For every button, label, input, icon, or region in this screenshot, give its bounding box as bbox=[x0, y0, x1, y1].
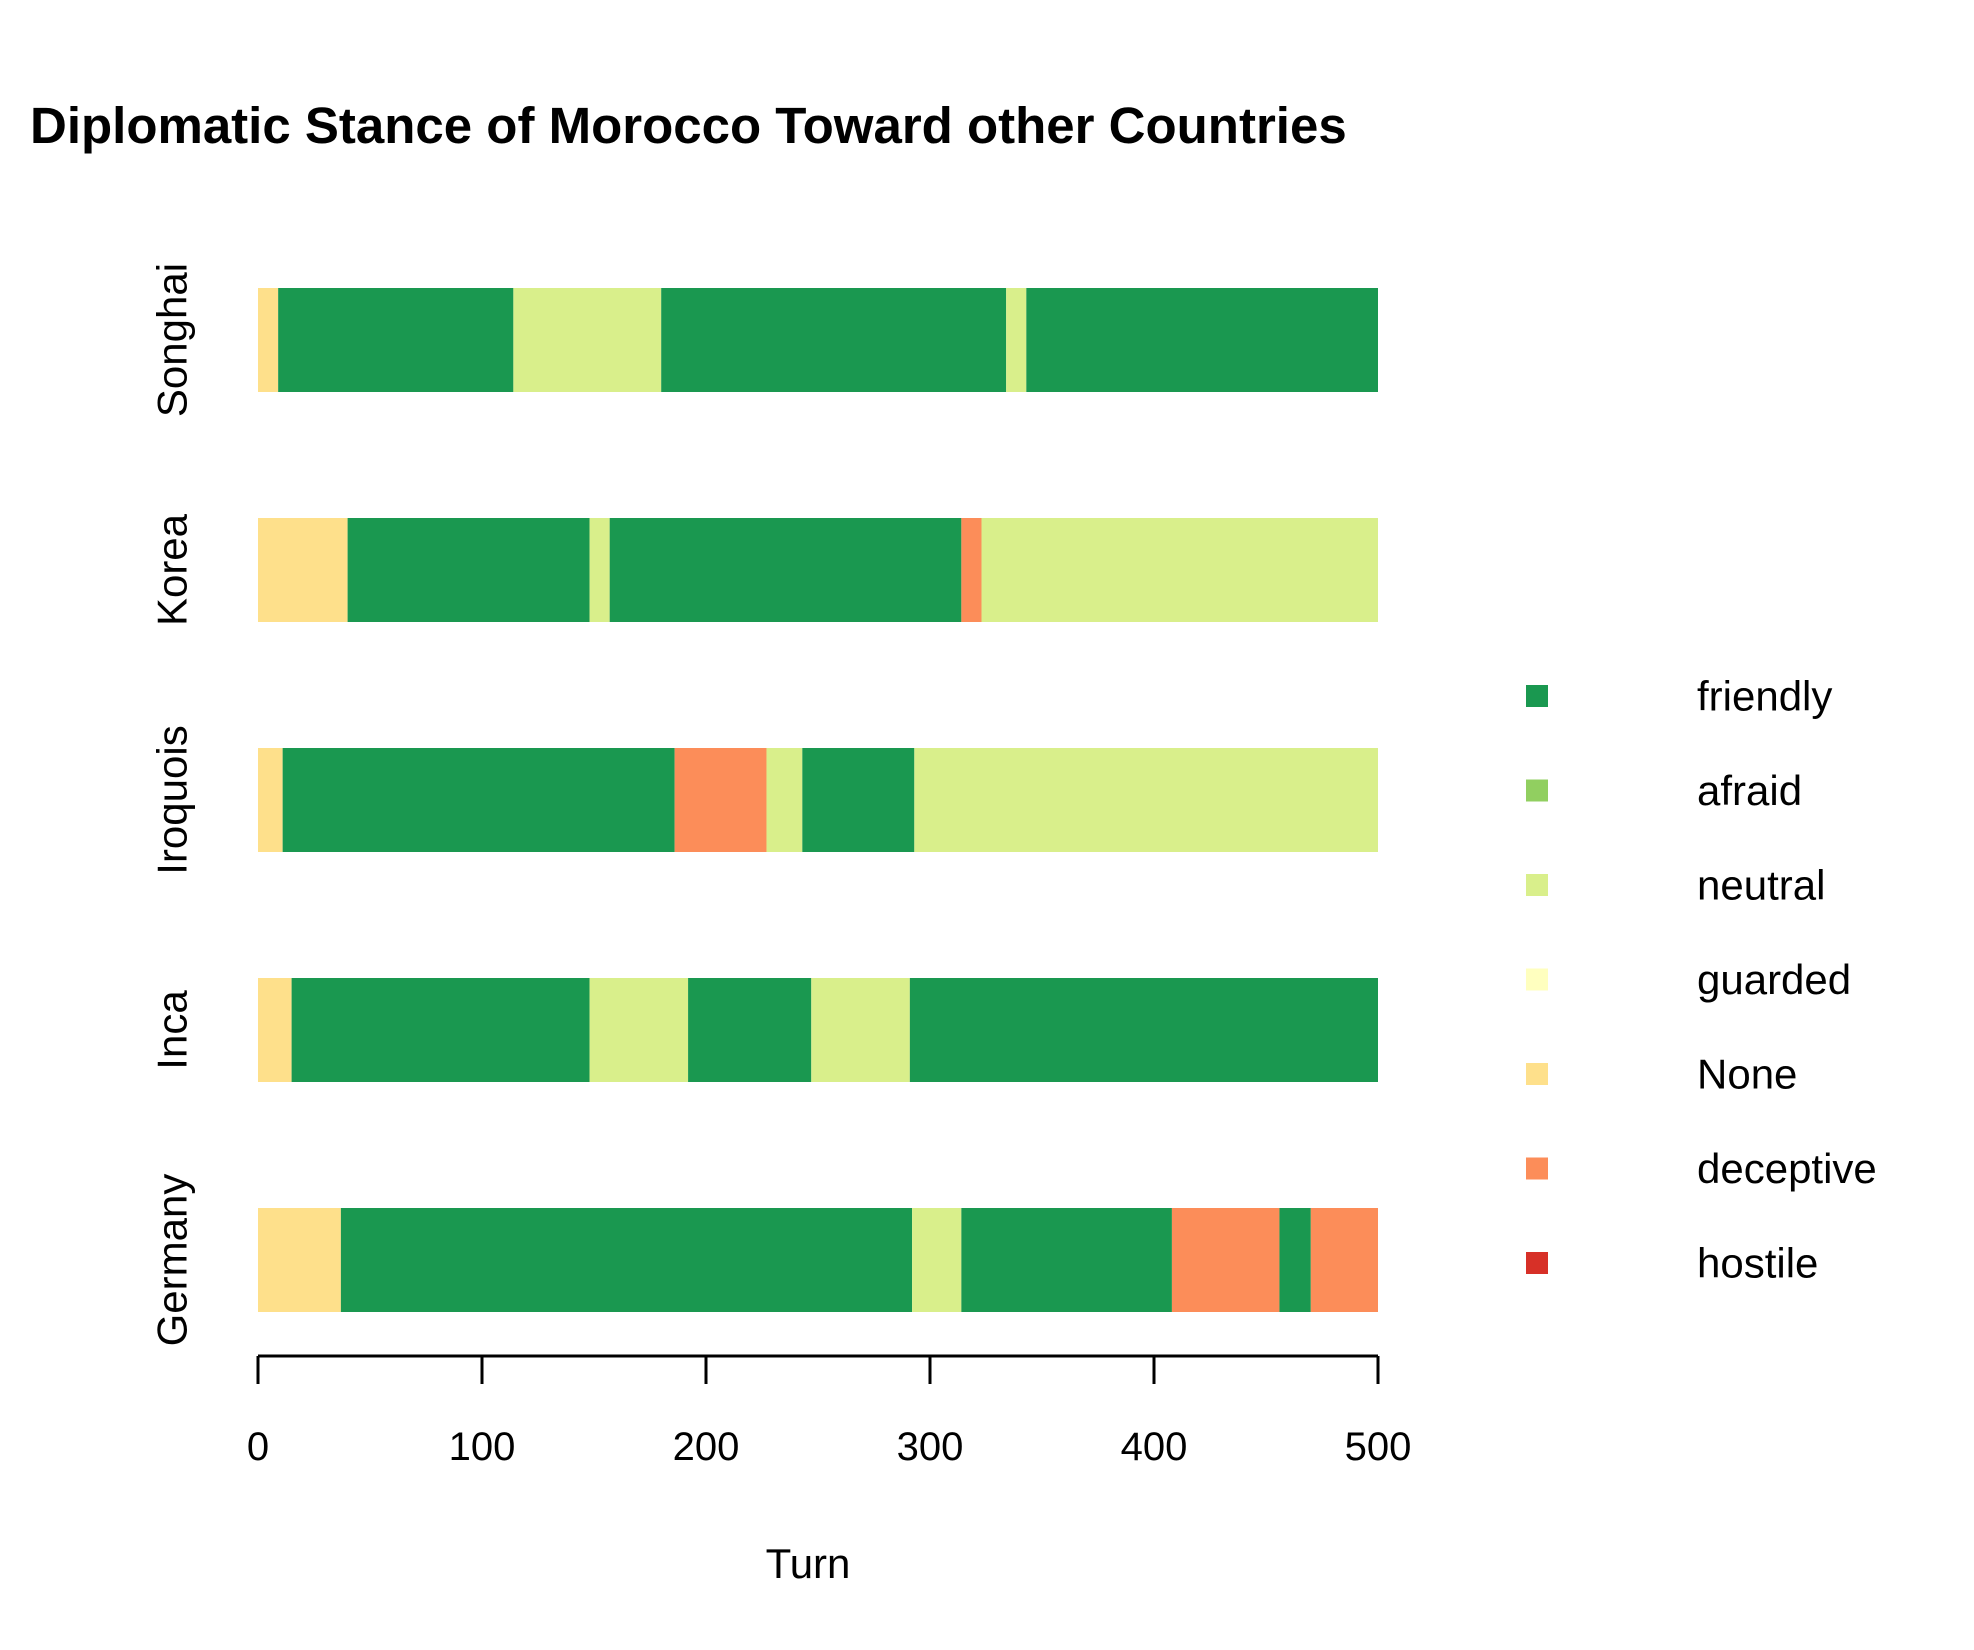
x-axis: 0 100 200 300 400 500 bbox=[247, 1354, 1412, 1469]
bar-segment-korea-5 bbox=[981, 518, 1378, 622]
x-axis-title: Turn bbox=[766, 1540, 851, 1587]
legend: friendly afraid neutral guarded None deceptiv… bbox=[1526, 673, 1877, 1287]
bar-segment-inca-4 bbox=[811, 978, 910, 1082]
bar-segment-germany-6 bbox=[1310, 1208, 1378, 1312]
bar-segment-germany-2 bbox=[912, 1208, 962, 1312]
bars-layer bbox=[258, 288, 1378, 1312]
bar-segment-korea-2 bbox=[589, 518, 610, 622]
legend-label-guarded: guarded bbox=[1697, 956, 1851, 1003]
bar-segment-songhai-5 bbox=[1026, 288, 1378, 392]
x-tick-label-100: 100 bbox=[449, 1425, 516, 1469]
bar-segment-songhai-0 bbox=[258, 288, 279, 392]
legend-label-afraid: afraid bbox=[1697, 767, 1802, 814]
legend-swatch-hostile bbox=[1526, 1252, 1548, 1274]
bar-segment-germany-1 bbox=[340, 1208, 913, 1312]
legend-swatch-afraid bbox=[1526, 779, 1548, 802]
category-label-songhai: Songhai bbox=[149, 263, 196, 417]
bar-segment-iroquois-5 bbox=[914, 748, 1378, 852]
bar-segment-korea-4 bbox=[961, 518, 982, 622]
x-tick-label-0: 0 bbox=[247, 1425, 269, 1469]
bar-segment-songhai-2 bbox=[513, 288, 662, 392]
bar-segment-songhai-4 bbox=[1006, 288, 1027, 392]
bar-segment-songhai-3 bbox=[661, 288, 1007, 392]
legend-label-none: None bbox=[1697, 1051, 1797, 1098]
category-labels: Songhai Korea Iroquois Inca Germany bbox=[149, 263, 196, 1346]
legend-label-deceptive: deceptive bbox=[1697, 1145, 1877, 1192]
category-label-iroquois: Iroquois bbox=[149, 725, 196, 874]
chart-title: Diplomatic Stance of Morocco Toward othe… bbox=[30, 97, 1347, 154]
legend-swatch-none bbox=[1526, 1063, 1548, 1085]
bar-segment-inca-0 bbox=[258, 978, 292, 1082]
bar-segment-germany-3 bbox=[961, 1208, 1172, 1312]
bar-segment-iroquois-1 bbox=[282, 748, 675, 852]
bar-segment-iroquois-4 bbox=[802, 748, 915, 852]
legend-swatch-deceptive bbox=[1526, 1157, 1548, 1180]
bar-segment-iroquois-2 bbox=[674, 748, 767, 852]
legend-label-hostile: hostile bbox=[1697, 1240, 1818, 1287]
bar-segment-korea-0 bbox=[258, 518, 348, 622]
bar-segment-germany-0 bbox=[258, 1208, 341, 1312]
bar-segment-inca-2 bbox=[589, 978, 689, 1082]
bar-segment-korea-1 bbox=[347, 518, 590, 622]
x-tick-label-300: 300 bbox=[897, 1425, 964, 1469]
legend-label-neutral: neutral bbox=[1697, 862, 1825, 909]
category-label-korea: Korea bbox=[149, 513, 196, 626]
legend-swatch-guarded bbox=[1526, 968, 1548, 991]
legend-label-friendly: friendly bbox=[1697, 673, 1832, 720]
x-tick-label-200: 200 bbox=[673, 1425, 740, 1469]
x-tick-label-400: 400 bbox=[1121, 1425, 1188, 1469]
legend-swatch-friendly bbox=[1526, 685, 1548, 707]
bar-segment-iroquois-0 bbox=[258, 748, 283, 852]
bar-segment-germany-5 bbox=[1279, 1208, 1311, 1312]
category-label-germany: Germany bbox=[149, 1174, 196, 1347]
legend-swatch-neutral bbox=[1526, 874, 1548, 896]
bar-segment-germany-4 bbox=[1171, 1208, 1280, 1312]
x-tick-label-500: 500 bbox=[1345, 1425, 1412, 1469]
bar-segment-inca-5 bbox=[909, 978, 1378, 1082]
bar-segment-inca-3 bbox=[688, 978, 812, 1082]
bar-segment-songhai-1 bbox=[278, 288, 514, 392]
bar-segment-iroquois-3 bbox=[766, 748, 803, 852]
bar-segment-inca-1 bbox=[291, 978, 590, 1082]
category-label-inca: Inca bbox=[149, 990, 196, 1070]
bar-segment-korea-3 bbox=[609, 518, 962, 622]
